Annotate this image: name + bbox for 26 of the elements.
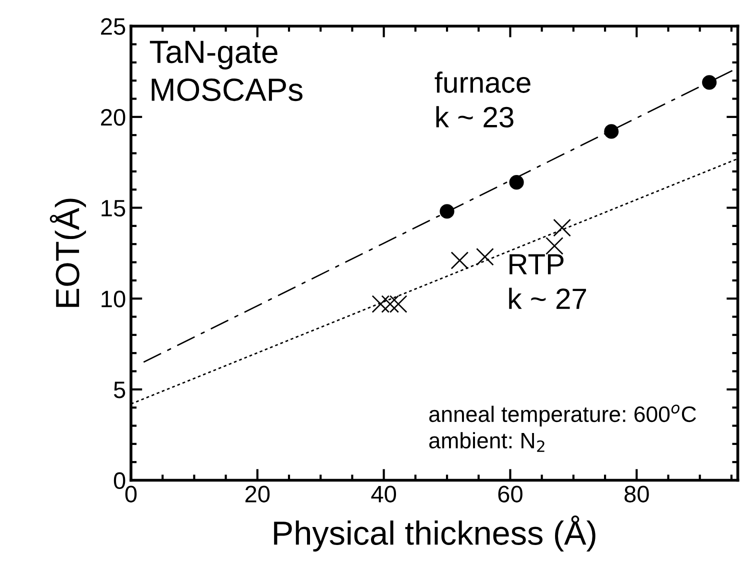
- annotation: RTP k ~ 27: [509, 254, 586, 309]
- annotation: TaN-gate MOSCAPs: [150, 40, 302, 102]
- x-tick-label: 80: [624, 486, 649, 502]
- point: [476, 248, 494, 266]
- y-tick-label: 0: [114, 472, 126, 490]
- x-tick-label: 20: [245, 486, 270, 502]
- point: [553, 218, 571, 237]
- y-tick-label: 5: [114, 382, 126, 398]
- annotation: furnace k ~ 23: [434, 72, 530, 128]
- x-tick-label: 40: [371, 486, 396, 502]
- y-axis-title: EOT(Å): [50, 198, 86, 307]
- x-tick-label: 0: [125, 486, 137, 502]
- point: [509, 175, 524, 190]
- y-tick-label: 20: [101, 108, 126, 126]
- point: [381, 295, 400, 313]
- x-axis-title: Physical thickness (Å): [274, 515, 596, 552]
- point: [450, 252, 469, 270]
- text: anneal temperature: 600$^{o}$C ambient: N$_{2}$: [429, 404, 696, 452]
- x-tick-label: 60: [498, 486, 522, 502]
- point: [604, 124, 619, 139]
- point: [546, 236, 564, 255]
- point: [440, 204, 454, 219]
- point: [702, 75, 717, 90]
- y-tick-label: 15: [102, 200, 126, 217]
- y-tick-label: 25: [101, 18, 126, 35]
- y-tick-label: 10: [102, 290, 126, 308]
